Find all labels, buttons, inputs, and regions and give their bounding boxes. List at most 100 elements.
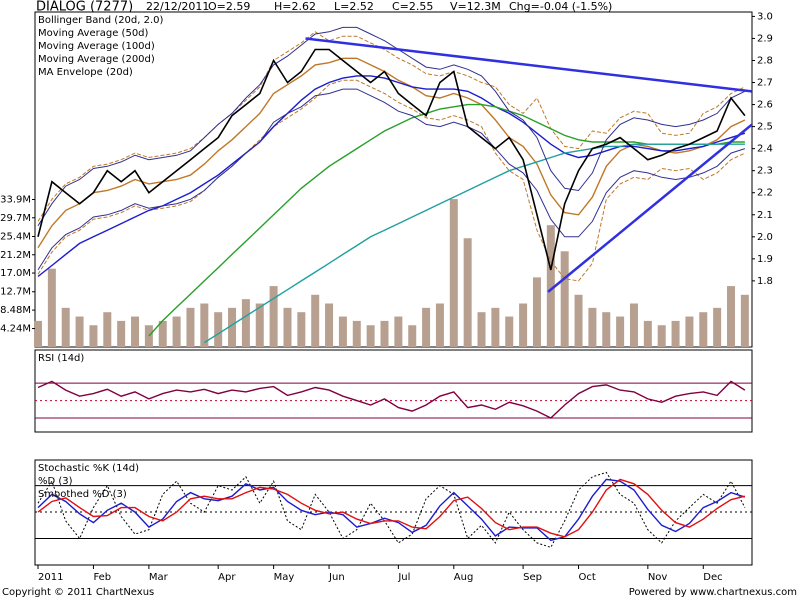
legend-entry: Bollinger Band (20d, 2.0) (38, 15, 164, 26)
x-tick-label: Nov (648, 572, 668, 583)
series-line (37, 75, 746, 278)
volume-bar (325, 303, 334, 347)
y-tick-label: 1.9 (757, 254, 773, 265)
volume-bar (200, 303, 209, 347)
panel (34, 11, 753, 348)
volume-bar (463, 238, 472, 347)
legend-entry: Stochastic %K (14d) (38, 463, 139, 474)
y2-tick-label: 12.7M (0, 287, 31, 298)
volume-bar (740, 294, 749, 347)
series-line (37, 478, 746, 538)
powered-by: Powered by www.chartnexus.com (629, 587, 797, 598)
x-tick-label: Dec (703, 572, 722, 583)
x-tick-label: Jun (328, 572, 345, 583)
volume-bar (588, 307, 597, 347)
series-line (37, 471, 746, 549)
legend-entry: Moving Average (50d) (38, 28, 149, 39)
trendline (547, 122, 752, 293)
volume-bar (657, 325, 666, 347)
volume-bar (699, 312, 708, 347)
volume-bar (629, 303, 638, 347)
volume-bar (560, 251, 569, 347)
price-line (37, 48, 746, 271)
volume-bar (89, 325, 98, 347)
volume-bar (352, 320, 361, 347)
band-upper (37, 31, 746, 222)
x-tick-label: Jul (397, 572, 410, 583)
y-tick-label: 2.3 (757, 166, 773, 177)
change: Chg=-0.04 (-1.5%) (509, 0, 612, 13)
volume-bar (172, 316, 181, 347)
y-tick-label: 2.5 (757, 122, 773, 133)
volume-bar (117, 320, 126, 347)
volume-bar (505, 316, 514, 347)
volume-bar (491, 307, 500, 347)
y2-tick-label: 17.0M (0, 268, 31, 279)
y-tick-label: 2.0 (757, 232, 773, 243)
y2-tick-label: 4.24M (0, 324, 31, 335)
volume-bar (103, 312, 112, 347)
y-tick-label: 2.2 (757, 188, 773, 199)
volume-bar (338, 316, 347, 347)
volume-bar (144, 325, 153, 347)
volume-bar (283, 307, 292, 347)
volume-bar (602, 312, 611, 347)
volume-bar (477, 312, 486, 347)
y-tick-label: 2.6 (757, 100, 773, 111)
y2-tick-label: 21.2M (0, 250, 31, 261)
volume-bar (255, 303, 264, 347)
y-tick-label: 2.7 (757, 78, 773, 89)
legend-entry: Moving Average (100d) (38, 41, 155, 52)
volume-bar (616, 316, 625, 347)
panel (34, 459, 753, 566)
panel (34, 349, 753, 433)
volume-bar (380, 320, 389, 347)
volume-bar (297, 312, 306, 347)
volume-bar (727, 286, 735, 347)
volume-bar (241, 299, 250, 347)
y-tick-label: 2.1 (757, 210, 773, 221)
series-line (37, 57, 746, 249)
volume-bar (61, 307, 70, 347)
volume-bar (228, 307, 237, 347)
y2-tick-label: 29.7M (0, 213, 31, 224)
legend-entry: Smoothed %D (3) (38, 489, 127, 500)
x-tick-label: 2011 (38, 572, 63, 583)
y2-tick-label: 25.4M (0, 231, 31, 242)
legend-entry: RSI (14d) (38, 353, 84, 364)
legend-entry: Moving Average (200d) (38, 54, 155, 65)
series-line (37, 380, 746, 419)
high: H=2.62 (274, 0, 316, 13)
volume-bar (269, 286, 278, 347)
legend-entry: MA Envelope (20d) (38, 67, 133, 78)
band-lower (37, 79, 746, 282)
volume-bar (75, 316, 84, 347)
volume-bar (366, 325, 375, 347)
volume-bar (186, 307, 195, 347)
x-tick-label: Aug (454, 572, 474, 583)
symbol: DIALOG (7277) (36, 0, 133, 15)
copyright: Copyright © 2011 ChartNexus (2, 587, 154, 598)
band-lower (37, 88, 746, 271)
close: C=2.55 (392, 0, 433, 13)
volume-bar (574, 294, 583, 347)
trendline (305, 37, 752, 93)
low: L=2.52 (334, 0, 374, 13)
volume-bar (449, 199, 458, 347)
volume-bar (394, 316, 403, 347)
x-tick-label: May (274, 572, 295, 583)
y-tick-label: 2.8 (757, 55, 773, 66)
open: O=2.59 (208, 0, 250, 13)
volume-bar (546, 225, 555, 347)
y-tick-label: 3.0 (757, 11, 773, 22)
volume-bar (671, 320, 680, 347)
y2-tick-label: 33.9M (0, 195, 31, 206)
y-tick-label: 1.8 (757, 276, 773, 287)
x-tick-label: Oct (579, 572, 596, 583)
volume-bar (643, 320, 652, 347)
x-tick-label: Sep (523, 572, 542, 583)
volume-bar (158, 320, 167, 347)
volume-bar (532, 277, 541, 347)
